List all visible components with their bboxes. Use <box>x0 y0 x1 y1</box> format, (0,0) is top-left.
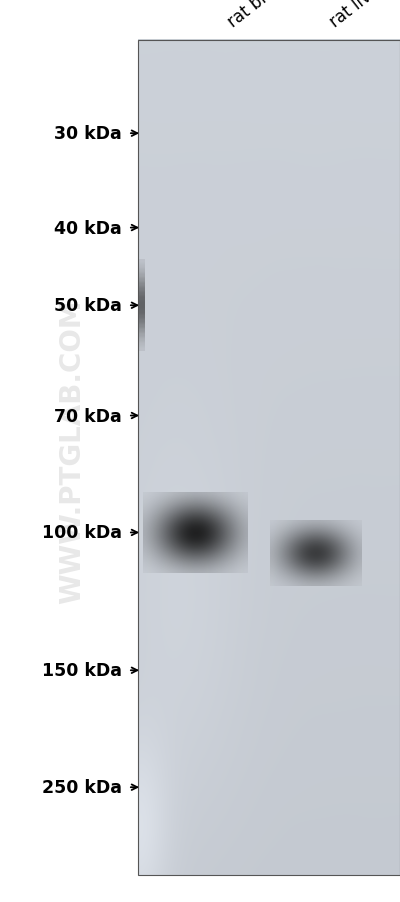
Text: 250 kDa: 250 kDa <box>42 778 122 796</box>
Text: rat brain: rat brain <box>224 0 292 32</box>
Text: rat liver: rat liver <box>327 0 389 32</box>
Text: 50 kDa: 50 kDa <box>54 297 122 315</box>
Text: 30 kDa: 30 kDa <box>54 125 122 143</box>
Text: WWW.PTGLAB.COM: WWW.PTGLAB.COM <box>58 299 86 603</box>
Text: 70 kDa: 70 kDa <box>54 407 122 425</box>
Text: 100 kDa: 100 kDa <box>42 524 122 542</box>
Text: 150 kDa: 150 kDa <box>42 661 122 679</box>
Bar <box>138 41 400 875</box>
Text: 40 kDa: 40 kDa <box>54 219 122 237</box>
